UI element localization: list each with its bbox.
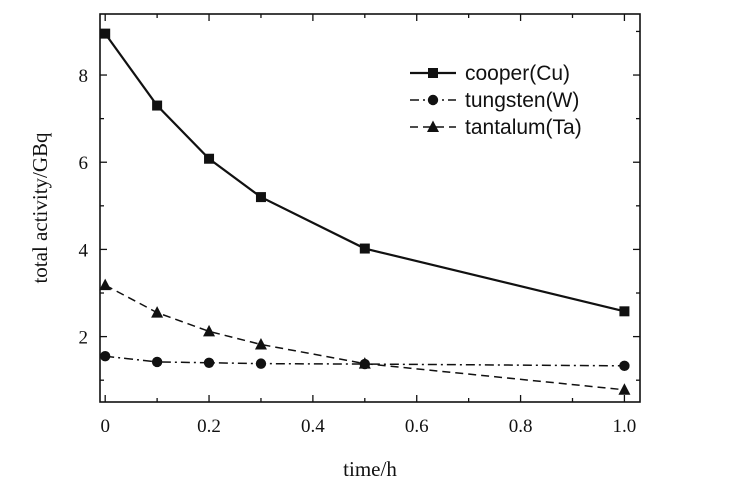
data-point xyxy=(203,324,216,337)
legend-marker xyxy=(428,68,438,78)
axes xyxy=(99,13,641,403)
data-point xyxy=(255,358,267,369)
data-point xyxy=(204,153,215,164)
series-layer xyxy=(99,28,631,395)
x-tick-label: 0.4 xyxy=(301,416,325,437)
y-tick-label: 2 xyxy=(79,328,89,349)
legend-marker xyxy=(427,120,439,132)
x-tick-label: 0.6 xyxy=(405,416,429,437)
data-point xyxy=(99,278,112,291)
x-tick-label: 1.0 xyxy=(613,416,637,437)
y-tick-label: 8 xyxy=(79,66,89,87)
x-tick-label: 0 xyxy=(100,416,110,437)
y-tick-label: 4 xyxy=(79,240,89,261)
series-line xyxy=(104,284,625,391)
legend-label: cooper(Cu) xyxy=(465,62,570,85)
legend-entry: tantalum(Ta) xyxy=(410,116,582,139)
series-triangle xyxy=(99,278,631,395)
series-circle xyxy=(99,351,630,372)
y-axis-label: total activity/GBq xyxy=(28,132,52,284)
data-point xyxy=(203,357,215,368)
data-point xyxy=(358,357,371,369)
legend-entry: cooper(Cu) xyxy=(410,62,570,85)
data-point xyxy=(100,28,111,39)
y-tick-label: 6 xyxy=(79,153,89,174)
data-point xyxy=(255,192,266,203)
series-square xyxy=(100,28,630,317)
data-point xyxy=(619,360,630,372)
x-tick-label: 0.8 xyxy=(509,416,533,437)
data-point xyxy=(151,306,164,318)
data-point xyxy=(152,100,163,111)
legend: cooper(Cu) tungsten(W) tantalum(Ta) xyxy=(410,62,582,139)
legend-entry: tungsten(W) xyxy=(410,89,579,112)
plot-frame xyxy=(99,13,641,403)
legend-label: tungsten(W) xyxy=(465,89,579,112)
legend-marker xyxy=(427,94,439,106)
x-axis-label: time/h xyxy=(343,457,397,481)
data-point xyxy=(254,337,267,350)
series-line xyxy=(104,32,625,313)
ticks: 0 0.2 0.4 0.6 0.8 1.0 2 4 6 8 xyxy=(79,14,640,437)
data-point xyxy=(619,306,630,317)
data-point xyxy=(151,356,163,368)
x-tick-label: 0.2 xyxy=(197,416,221,437)
legend-label: tantalum(Ta) xyxy=(465,116,582,139)
data-point xyxy=(99,351,111,362)
data-point xyxy=(359,243,370,254)
series-line xyxy=(105,355,625,367)
data-point xyxy=(618,383,631,395)
